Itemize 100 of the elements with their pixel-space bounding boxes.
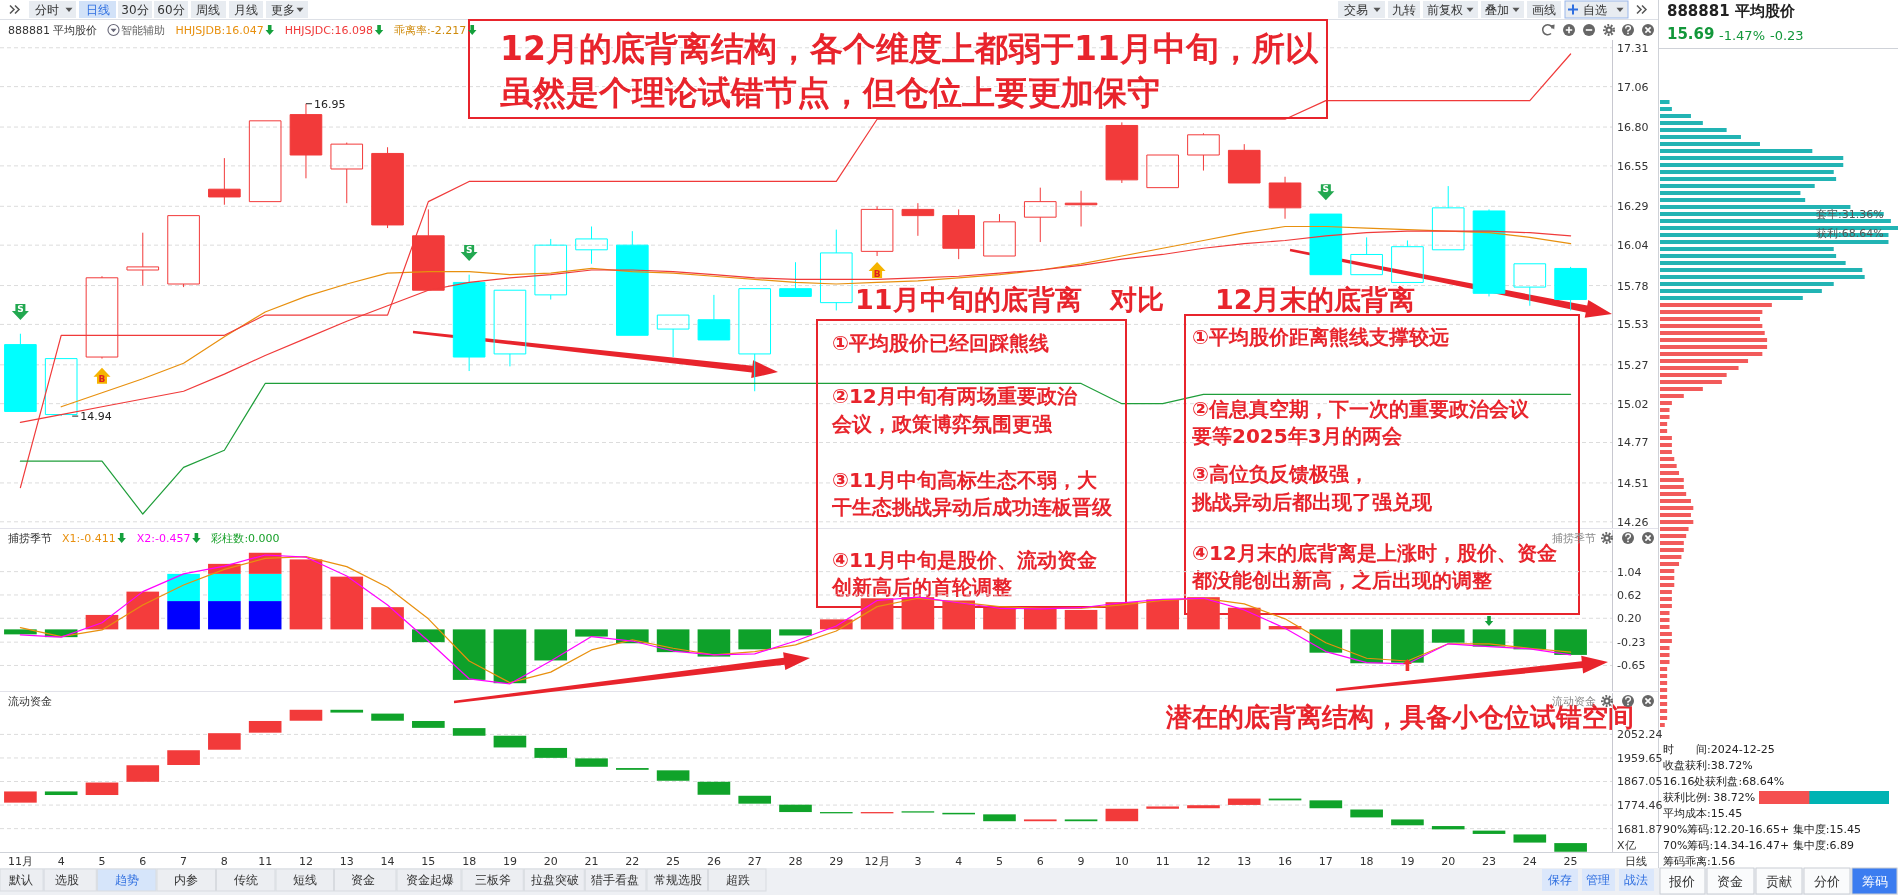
bar — [85, 782, 119, 796]
candlestick — [1350, 236, 1383, 276]
bar — [330, 576, 364, 630]
text: 16.16处获利盘:68.64% — [1663, 774, 1785, 788]
tab[interactable] — [708, 868, 767, 892]
text: 自选 — [1583, 2, 1607, 17]
tab[interactable] — [584, 868, 647, 892]
tab[interactable] — [1659, 867, 1706, 895]
button[interactable] — [118, 1, 152, 18]
text: 90%筹码:12.20-16.65+ 集中度:15.45 — [1663, 822, 1862, 836]
bar — [1660, 121, 1703, 125]
tab[interactable] — [0, 868, 44, 892]
bar — [208, 601, 241, 630]
x-tick-label: 21 — [584, 854, 599, 868]
tab[interactable] — [1803, 867, 1851, 895]
annotation: B — [873, 268, 881, 279]
bar — [1660, 695, 1668, 699]
button[interactable] — [1338, 1, 1385, 18]
bar — [167, 601, 200, 630]
y-axis-title: X亿 — [1617, 838, 1636, 852]
bar — [1660, 198, 1806, 202]
x-tick-label: 12月 — [864, 854, 890, 868]
annotation: S — [17, 303, 24, 314]
annotation: 12月的底背离结构，各个维度上都弱于11月中旬，所以虽然是个理论试错节点，但仓位上要更加保守 — [499, 28, 1319, 112]
candlestick — [738, 288, 772, 392]
tab[interactable] — [523, 868, 585, 892]
bar — [901, 597, 935, 630]
annotation: 流动资金 — [8, 694, 52, 708]
text: 猎手看盘 — [591, 873, 639, 888]
candlestick — [1554, 266, 1587, 311]
text: 分价 — [1814, 873, 1840, 889]
bar — [1660, 625, 1670, 629]
text: HHJSJDB:16.047 — [175, 23, 264, 37]
tab[interactable] — [156, 868, 216, 892]
tab[interactable] — [275, 868, 334, 892]
bar — [1660, 401, 1672, 405]
tab[interactable] — [646, 868, 708, 892]
annotation: ②信息真空期，下一次的重要政治会议要等2025年3月的两会 — [1191, 397, 1530, 449]
button[interactable] — [1423, 1, 1478, 18]
bar — [1309, 800, 1343, 809]
bar — [1660, 562, 1680, 566]
annotation: ②12月中旬有两场重要政治会议，政策博弈氛围更强 — [831, 384, 1078, 437]
bar — [4, 791, 37, 803]
tab[interactable] — [43, 868, 97, 892]
tab[interactable] — [1706, 867, 1755, 895]
button[interactable] — [1388, 1, 1420, 18]
y-tick-label: 1959.65 — [1617, 751, 1663, 765]
candlestick — [167, 215, 200, 288]
button[interactable] — [1481, 1, 1524, 18]
candlestick — [452, 274, 486, 372]
annotation: ④11月中旬是股价、流动资金创新高后的首轮调整 — [831, 548, 1097, 600]
button[interactable] — [191, 1, 226, 18]
candlestick — [616, 230, 649, 336]
bar — [1660, 639, 1672, 643]
button[interactable] — [266, 1, 308, 18]
bar — [1660, 310, 1763, 314]
text: -0.23 — [1770, 27, 1804, 43]
bar — [738, 629, 772, 650]
bar — [1660, 709, 1668, 713]
annotation: ①平均股价距离熊线支撑较远 — [1192, 325, 1449, 350]
text: 战法 — [1624, 873, 1648, 888]
tab[interactable] — [461, 868, 524, 892]
bar — [1146, 599, 1179, 630]
bar — [1105, 808, 1139, 822]
bar — [1513, 629, 1547, 650]
bar — [248, 720, 282, 733]
y-tick-label: 14.51 — [1617, 476, 1649, 490]
tab[interactable] — [396, 868, 462, 892]
x-tick-label: 4 — [955, 854, 963, 868]
text: 画线 — [1532, 2, 1556, 17]
bar — [983, 607, 1016, 630]
y-tick-label: 17.31 — [1617, 41, 1649, 55]
tab[interactable] — [216, 868, 276, 892]
bar — [1227, 798, 1261, 805]
bar — [1227, 607, 1261, 630]
bar — [126, 765, 160, 782]
text: 交易 — [1344, 2, 1368, 17]
tab[interactable] — [1755, 867, 1803, 895]
text: 周线 — [196, 2, 220, 17]
text: 更多 — [271, 2, 295, 17]
annotation: B — [98, 374, 106, 385]
button[interactable] — [29, 1, 76, 18]
bar — [1660, 275, 1865, 279]
button[interactable] — [229, 1, 263, 18]
bar — [1660, 485, 1684, 489]
button[interactable] — [1527, 1, 1561, 18]
x-tick-label: 23 — [1482, 854, 1497, 868]
bar — [1660, 723, 1665, 727]
bar — [1660, 191, 1801, 195]
button[interactable] — [1564, 0, 1629, 19]
text: 资金 — [351, 873, 375, 888]
candlestick — [819, 229, 853, 311]
tab[interactable] — [334, 868, 397, 892]
bar — [208, 733, 241, 750]
tab[interactable] — [1851, 867, 1898, 895]
button[interactable] — [154, 1, 188, 18]
bar — [1660, 205, 1851, 209]
bar — [575, 629, 608, 637]
bar — [534, 629, 568, 661]
bar — [412, 720, 445, 728]
